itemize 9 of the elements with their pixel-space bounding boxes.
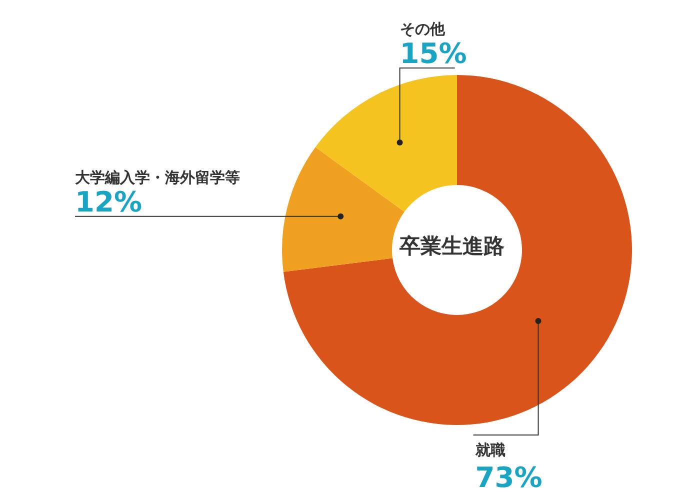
slice-label: その他 — [400, 20, 446, 38]
text: 卒業生進路 — [398, 234, 504, 258]
donut-slice — [315, 75, 457, 212]
donut-slice — [283, 75, 632, 425]
data-label: 15% — [400, 37, 467, 70]
data-label: 73% — [475, 461, 542, 494]
data-label: 12% — [75, 185, 142, 218]
slice-label: 就職 — [474, 441, 506, 459]
slice-label: 大学編入学・海外留学等 — [75, 168, 240, 186]
